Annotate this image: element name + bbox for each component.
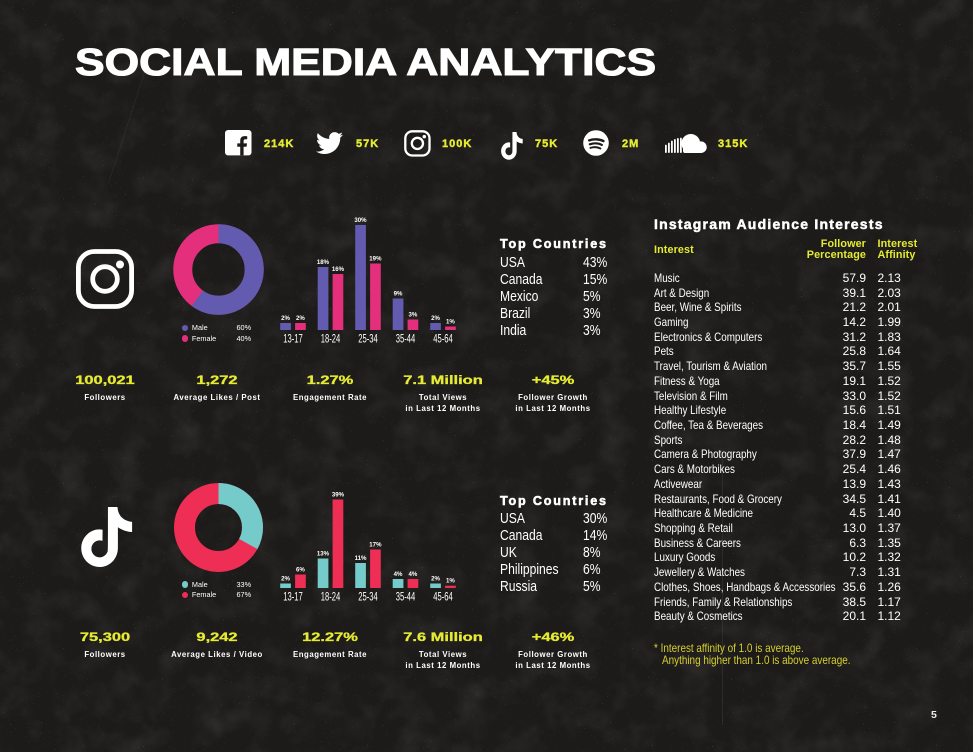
svg-text:13%: 13% (317, 551, 330, 558)
svg-text:25-34: 25-34 (358, 332, 378, 346)
svg-text:45-64: 45-64 (433, 590, 453, 604)
svg-text:18%: 18% (317, 259, 330, 266)
svg-text:18-24: 18-24 (321, 590, 341, 604)
svg-text:30%: 30% (354, 217, 367, 224)
svg-text:2%: 2% (296, 315, 305, 322)
svg-text:35-44: 35-44 (396, 332, 416, 346)
svg-text:16%: 16% (332, 266, 345, 273)
svg-text:9%: 9% (394, 291, 403, 298)
svg-text:11%: 11% (355, 555, 367, 562)
svg-text:3%: 3% (408, 312, 417, 319)
svg-text:1%: 1% (446, 319, 455, 326)
svg-text:1%: 1% (446, 578, 455, 585)
svg-text:39%: 39% (332, 492, 345, 499)
svg-text:6%: 6% (296, 567, 305, 574)
svg-text:17%: 17% (369, 542, 382, 549)
svg-text:18-24: 18-24 (321, 332, 341, 346)
svg-text:13-17: 13-17 (283, 332, 303, 346)
svg-text:35-44: 35-44 (396, 590, 416, 604)
svg-text:2%: 2% (281, 315, 290, 322)
svg-text:2%: 2% (431, 315, 440, 322)
svg-text:45-64: 45-64 (433, 332, 453, 346)
svg-text:25-34: 25-34 (358, 590, 378, 604)
svg-text:2%: 2% (281, 576, 290, 583)
svg-text:2%: 2% (431, 576, 440, 583)
svg-text:13-17: 13-17 (283, 590, 303, 604)
svg-text:4%: 4% (394, 571, 403, 578)
svg-text:19%: 19% (369, 256, 382, 263)
svg-text:4%: 4% (408, 571, 417, 578)
